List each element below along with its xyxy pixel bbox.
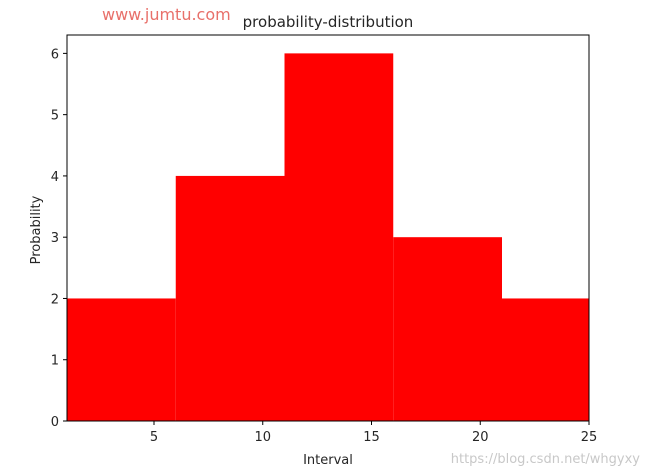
histogram-bar — [284, 53, 394, 421]
histogram-bar — [502, 298, 589, 421]
x-tick-label: 10 — [254, 430, 271, 445]
y-tick-label: 6 — [51, 47, 59, 62]
y-axis-label: Probability — [29, 195, 44, 264]
x-tick-label: 20 — [472, 430, 489, 445]
histogram-bar — [393, 237, 502, 421]
watermark-top: www.jumtu.com — [102, 5, 231, 24]
y-tick-label: 5 — [51, 109, 59, 124]
chart-title: probability-distribution — [243, 13, 414, 31]
y-tick-label: 1 — [51, 354, 59, 369]
watermark-bottom: https://blog.csdn.net/whgyxy — [451, 452, 641, 467]
y-tick-label: 3 — [51, 231, 59, 246]
histogram-bar — [67, 298, 176, 421]
y-tick-label: 0 — [51, 415, 59, 430]
x-ticks: 5 10 15 20 25 — [150, 421, 597, 445]
histogram-bar — [175, 175, 285, 421]
x-axis-label: Interval — [303, 453, 353, 468]
bars-group — [67, 53, 589, 421]
y-tick-label: 4 — [51, 170, 59, 185]
plot-frame — [66, 34, 590, 422]
y-ticks: 0 1 2 3 4 5 6 — [51, 47, 67, 430]
x-tick-label: 5 — [150, 430, 158, 445]
y-tick-label: 2 — [51, 292, 59, 307]
x-tick-label: 15 — [363, 430, 380, 445]
x-tick-label: 25 — [581, 430, 598, 445]
